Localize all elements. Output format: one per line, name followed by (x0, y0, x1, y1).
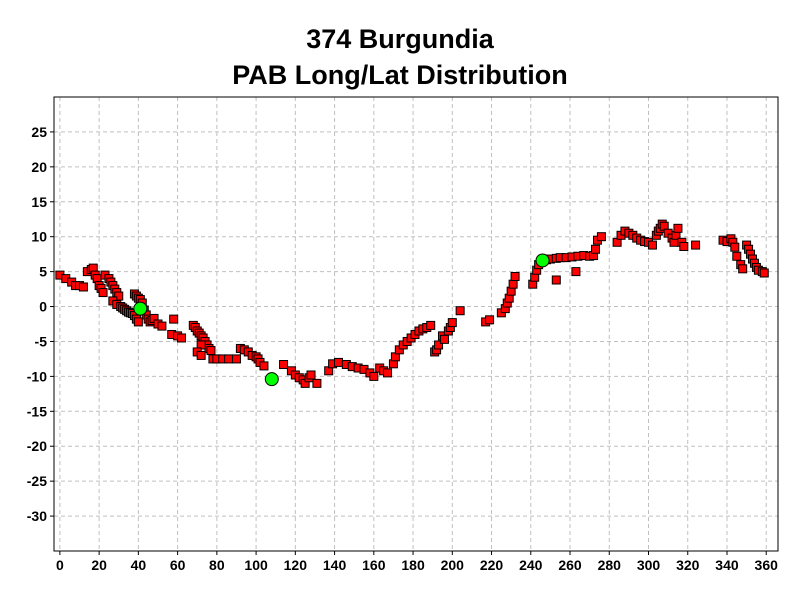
x-tick-label: 280 (598, 557, 622, 573)
data-point-square (730, 242, 740, 252)
data-point-square (510, 272, 520, 282)
x-tick-label: 260 (558, 557, 582, 573)
data-point-circle (133, 301, 148, 316)
y-tick-label: 0 (39, 299, 47, 315)
data-point-square (177, 333, 187, 343)
axis-ticks: 0 20 40 60 80 100 120 140 160 180 200 220 240 260 280 3… (27, 124, 778, 573)
data-point-square (647, 240, 657, 250)
data-point-square (508, 279, 518, 289)
data-point-square (691, 240, 701, 250)
x-tick-label: 300 (637, 557, 661, 573)
chart-title: 374 Burgundia (306, 24, 494, 54)
data-point-square (306, 370, 316, 380)
y-tick-label: 25 (31, 124, 47, 140)
x-tick-label: 20 (91, 557, 107, 573)
x-tick-label: 160 (362, 557, 386, 573)
x-tick-label: 100 (244, 557, 268, 573)
chart-subtitle: PAB Long/Lat Distribution (232, 60, 568, 90)
data-point-square (551, 275, 561, 285)
data-point-square (231, 354, 241, 364)
y-tick-label: 10 (31, 229, 47, 245)
x-tick-label: 40 (131, 557, 147, 573)
y-tick-label: -5 (35, 333, 48, 349)
y-tick-label: 5 (39, 264, 47, 280)
data-point-square (673, 223, 683, 233)
data-point-square (259, 361, 269, 371)
data-point-square (434, 340, 444, 350)
data-point-square (591, 244, 601, 254)
x-tick-label: 220 (480, 557, 504, 573)
data-point-square (78, 282, 88, 292)
data-point-square (312, 378, 322, 388)
y-tick-label: -10 (27, 368, 47, 384)
y-tick-label: 15 (31, 194, 47, 210)
data-point-square (133, 317, 143, 327)
x-tick-label: 60 (170, 557, 186, 573)
data-point-square (759, 268, 769, 278)
data-point-square (169, 314, 179, 324)
data-point-square (426, 320, 436, 330)
data-point-square (455, 306, 465, 316)
x-tick-label: 360 (755, 557, 779, 573)
y-tick-label: -15 (27, 403, 47, 419)
x-tick-label: 120 (284, 557, 308, 573)
data-point-circle (535, 253, 550, 268)
data-point-square (279, 360, 289, 370)
data-point-square (98, 288, 108, 298)
x-tick-label: 200 (441, 557, 465, 573)
data-point-square (333, 357, 343, 367)
x-tick-label: 140 (323, 557, 347, 573)
data-point-square (571, 267, 581, 277)
data-point-circle (264, 372, 279, 387)
data-point-square (439, 334, 449, 344)
data-point-square (369, 371, 379, 381)
data-point-square (596, 232, 606, 242)
x-tick-label: 320 (676, 557, 700, 573)
x-tick-label: 240 (519, 557, 543, 573)
data-point-square (738, 264, 748, 274)
data-point-square (196, 350, 206, 360)
x-tick-label: 340 (715, 557, 739, 573)
y-tick-label: 20 (31, 159, 47, 175)
y-tick-label: -20 (27, 438, 47, 454)
y-tick-label: -30 (27, 508, 47, 524)
data-point-square (447, 318, 457, 328)
x-tick-label: 0 (56, 557, 64, 573)
data-point-square (732, 251, 742, 261)
plot-frame (53, 96, 779, 552)
data-point-square (485, 315, 495, 325)
x-tick-label: 180 (401, 557, 425, 573)
data-point-square (157, 321, 167, 331)
data-point-square (679, 241, 689, 251)
x-tick-label: 80 (209, 557, 225, 573)
data-point-square (383, 368, 393, 378)
data-point-square (206, 346, 216, 356)
data-points (55, 219, 769, 388)
y-tick-label: -25 (27, 473, 47, 489)
data-point-square (224, 354, 234, 364)
